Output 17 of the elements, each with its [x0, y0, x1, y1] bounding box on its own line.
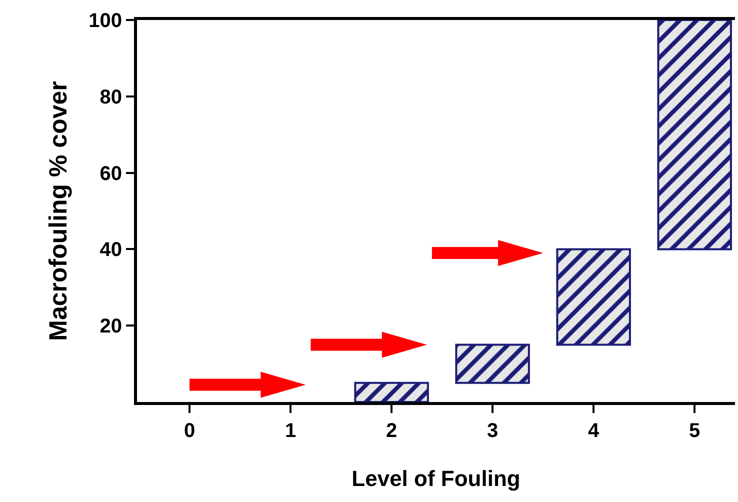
x-tick-label: 3 — [487, 420, 498, 442]
y-axis-title: Macrofouling % cover — [44, 80, 72, 341]
y-tick-label: 60 — [100, 162, 122, 185]
y-tick-label: 40 — [100, 239, 122, 262]
y-tick-label: 80 — [100, 86, 122, 108]
x-axis-title: Level of Fouling — [352, 466, 520, 491]
y-tick-label: 100 — [88, 10, 122, 32]
x-tick-label: 4 — [588, 420, 600, 442]
x-tick-label: 0 — [184, 420, 196, 442]
x-tick-label: 5 — [689, 420, 700, 442]
x-tick-label: 2 — [386, 420, 398, 442]
bar — [455, 344, 530, 384]
x-tick-label: 1 — [284, 420, 296, 442]
y-tick-label: 20 — [100, 316, 122, 338]
bar — [354, 382, 429, 402]
bar — [657, 20, 732, 250]
bar — [556, 248, 631, 346]
